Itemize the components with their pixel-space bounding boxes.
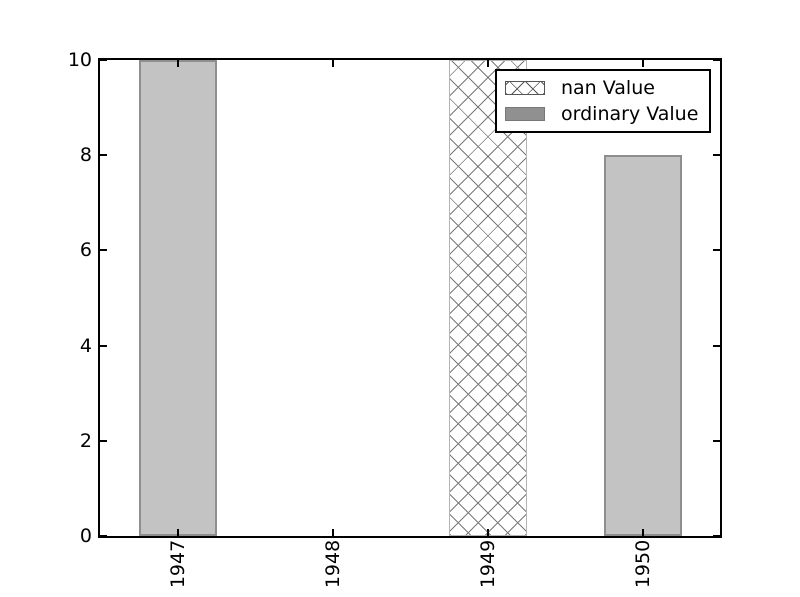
y-tick-mark-right [713, 249, 720, 252]
y-tick-label: 2 [79, 429, 92, 452]
y-tick-mark-right [713, 154, 720, 157]
x-tick-mark-top [641, 60, 644, 67]
legend-item: ordinary Value [505, 101, 701, 127]
plot-area [100, 59, 720, 537]
legend-swatch-solid [505, 107, 545, 121]
y-tick-mark-left [100, 249, 107, 252]
y-tick-label: 6 [79, 239, 92, 262]
y-tick-mark-left [100, 154, 107, 157]
bar-1949-hatched [448, 60, 527, 536]
y-tick-label: 10 [67, 49, 92, 71]
legend-item: nan Value [505, 75, 701, 101]
y-tick-mark-right [713, 439, 720, 442]
legend-label: ordinary Value [561, 103, 699, 125]
legend-swatch-hatched [505, 81, 545, 95]
legend-label: nan Value [561, 77, 655, 99]
y-tick-mark-right [713, 59, 720, 61]
y-tick-label: 0 [79, 525, 92, 547]
y-tick-mark-right [713, 344, 720, 347]
bar-1950-solid [603, 155, 682, 536]
x-tick-label: 1947 [166, 539, 189, 589]
x-tick-label: 1948 [321, 539, 344, 589]
x-tick-mark-bottom [331, 529, 334, 536]
y-tick-mark-left [100, 535, 107, 537]
x-tick-label: 1949 [476, 539, 499, 589]
y-tick-label: 8 [79, 144, 92, 167]
x-tick-mark-top [331, 60, 334, 67]
bar-1947-solid [138, 60, 217, 536]
y-tick-label: 4 [79, 334, 92, 357]
y-tick-mark-left [100, 59, 107, 61]
y-tick-mark-left [100, 439, 107, 442]
y-tick-mark-left [100, 344, 107, 347]
legend: nan Value ordinary Value [495, 69, 711, 133]
x-tick-label: 1950 [631, 539, 654, 589]
y-tick-mark-right [713, 535, 720, 537]
